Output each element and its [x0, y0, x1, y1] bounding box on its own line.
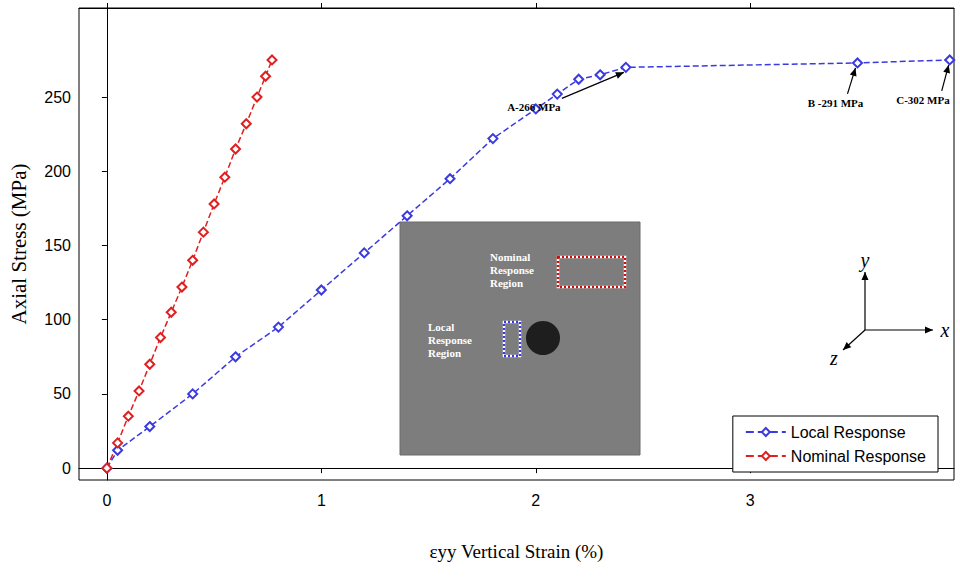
svg-text:Response: Response: [490, 264, 534, 276]
svg-text:50: 50: [53, 385, 71, 402]
svg-text:Local Response: Local Response: [791, 424, 906, 441]
svg-text:A-266 MPa: A-266 MPa: [507, 101, 561, 113]
svg-text:2: 2: [531, 492, 540, 509]
svg-text:200: 200: [44, 163, 71, 180]
svg-text:1: 1: [317, 492, 326, 509]
svg-text:0: 0: [62, 460, 71, 477]
svg-text:Nominal Response: Nominal Response: [791, 448, 926, 465]
svg-text:150: 150: [44, 237, 71, 254]
svg-text:Local: Local: [428, 321, 454, 333]
svg-text:Axial Stress (MPa): Axial Stress (MPa): [7, 164, 31, 325]
svg-text:B -291 MPa: B -291 MPa: [808, 97, 864, 109]
svg-text:εyy Vertical Strain (%): εyy Vertical Strain (%): [430, 541, 604, 563]
svg-text:z: z: [829, 347, 838, 369]
svg-text:100: 100: [44, 311, 71, 328]
svg-text:Region: Region: [490, 277, 523, 289]
svg-text:C-302 MPa: C-302 MPa: [896, 94, 950, 106]
svg-text:3: 3: [746, 492, 755, 509]
svg-text:Region: Region: [428, 347, 461, 359]
svg-text:0: 0: [102, 492, 111, 509]
svg-text:y: y: [859, 249, 870, 272]
svg-text:250: 250: [44, 89, 71, 106]
svg-text:Nominal: Nominal: [490, 251, 530, 263]
svg-text:Response: Response: [428, 334, 472, 346]
svg-text:x: x: [940, 319, 950, 341]
